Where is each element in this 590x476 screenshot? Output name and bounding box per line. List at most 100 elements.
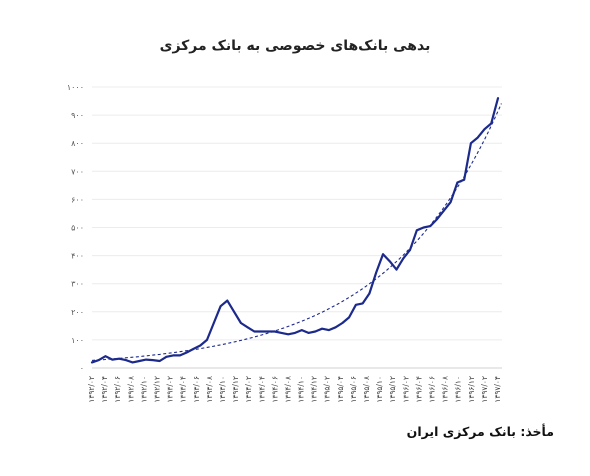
data-point xyxy=(158,360,161,362)
data-point xyxy=(145,358,148,361)
data-point xyxy=(226,299,229,302)
data-point xyxy=(314,330,317,333)
data-point xyxy=(104,355,107,358)
data-point xyxy=(287,333,290,336)
data-point xyxy=(294,332,296,334)
data-point xyxy=(470,142,472,145)
data-point xyxy=(361,302,364,305)
data-point xyxy=(111,358,114,361)
data-point xyxy=(341,322,344,324)
data-point xyxy=(476,136,479,139)
data-point xyxy=(260,330,263,333)
x-tick-label: ۱۳۹۴/۱۲ xyxy=(310,376,319,403)
x-tick-label: ۱۳۹۴/۰۴ xyxy=(257,376,266,403)
data-point xyxy=(152,359,154,361)
data-point xyxy=(429,225,432,228)
x-tick-label: ۱۳۹۴/۰۲ xyxy=(244,376,253,403)
x-tick-label: ۱۳۹۳/۱۰ xyxy=(218,376,227,403)
y-tick-label: ۲۰۰ xyxy=(71,308,84,317)
data-point xyxy=(307,332,310,334)
x-tick-label: ۱۳۹۲/۱۰ xyxy=(139,376,148,403)
series-line xyxy=(90,97,500,364)
data-point xyxy=(179,354,181,357)
x-tick-label: ۱۳۹۴/۰۸ xyxy=(283,376,292,403)
data-point xyxy=(422,226,425,229)
data-point xyxy=(300,329,303,331)
x-tick-label: ۱۳۹۵/۰۴ xyxy=(336,376,345,403)
data-point xyxy=(124,359,127,361)
data-point xyxy=(273,330,276,333)
x-tick-label: ۱۳۹۲/۰۲ xyxy=(87,376,96,403)
data-point xyxy=(388,260,391,263)
x-tick-label: ۱۳۹۶/۱۲ xyxy=(467,376,476,403)
x-tick-label: ۱۳۹۶/۰۲ xyxy=(401,376,410,403)
y-tick-label: ۱۰۰۰ xyxy=(67,83,84,92)
x-tick-label: ۱۳۹۴/۱۰ xyxy=(297,376,306,403)
data-point xyxy=(449,201,452,204)
data-point xyxy=(165,355,168,358)
y-tick-label: ۸۰۰ xyxy=(71,139,84,148)
data-point xyxy=(395,268,398,271)
data-point xyxy=(402,257,405,260)
y-tick-label: ۴۰۰ xyxy=(71,252,84,261)
trend-line xyxy=(91,103,502,361)
data-point xyxy=(219,305,222,308)
data-point xyxy=(415,229,418,232)
data-point xyxy=(233,310,236,313)
trend-line-layer xyxy=(91,103,502,361)
x-tick-label: ۱۳۹۳/۰۸ xyxy=(205,376,214,403)
x-tick-label: ۱۳۹۶/۰۶ xyxy=(428,376,437,403)
data-point xyxy=(185,351,188,354)
series-layer xyxy=(90,97,500,364)
data-point xyxy=(436,218,438,221)
x-tick-label: ۱۳۹۵/۰۲ xyxy=(323,376,332,403)
data-point xyxy=(497,97,499,100)
data-point xyxy=(240,322,242,324)
y-tick-label: ۶۰۰ xyxy=(71,195,84,204)
data-point xyxy=(409,249,411,251)
x-tick-label: ۱۳۹۳/۰۴ xyxy=(179,376,188,403)
data-point xyxy=(456,181,459,184)
x-tick-label: ۱۳۹۲/۰۴ xyxy=(100,376,109,403)
x-tick-label: ۱۳۹۶/۰۸ xyxy=(441,376,450,403)
x-tick-label: ۱۳۹۳/۱۲ xyxy=(231,376,240,403)
x-tick-label: ۱۳۹۵/۰۶ xyxy=(349,376,358,403)
y-tick-label: ۷۰۰ xyxy=(71,167,84,176)
data-point xyxy=(280,332,283,334)
data-point xyxy=(199,344,202,347)
x-tick-label: ۱۳۹۴/۰۶ xyxy=(270,376,279,403)
x-tick-label: ۱۳۹۲/۱۲ xyxy=(152,376,161,403)
x-tick-label: ۱۳۹۲/۰۶ xyxy=(113,376,122,403)
data-point xyxy=(212,322,215,324)
data-point xyxy=(206,339,208,341)
x-tick-label: ۱۳۹۶/۱۰ xyxy=(454,376,463,403)
x-tick-label: ۱۳۹۲/۰۸ xyxy=(126,376,135,403)
data-point xyxy=(246,326,249,329)
data-point xyxy=(131,361,134,364)
chart-title: بدهی بانک‌های خصوصی به بانک مرکزی xyxy=(159,38,431,54)
data-point xyxy=(463,178,466,181)
data-point xyxy=(321,327,323,330)
x-tick-labels: ۱۳۹۲/۰۲ ۱۳۹۲/۰۴ ۱۳۹۲/۰۶ ۱۳۹۲/۰۸ ۱۳۹۲/۱۰ ۱۳۹۲/… xyxy=(87,376,502,403)
data-point xyxy=(483,128,486,131)
data-point xyxy=(97,359,100,361)
data-point xyxy=(368,292,371,295)
x-tick-label: ۱۳۹۵/۱۲ xyxy=(388,376,397,403)
grid-lines xyxy=(92,86,502,341)
source-note: مأخذ: بانک مرکزی ایران xyxy=(406,424,554,439)
x-tick-label: ۱۳۹۳/۰۶ xyxy=(192,376,201,403)
data-point xyxy=(327,329,330,331)
x-tick-label: ۱۳۹۵/۰۸ xyxy=(362,376,371,403)
data-point xyxy=(355,303,357,306)
data-point xyxy=(375,271,378,274)
y-tick-label: ۳۰۰ xyxy=(71,280,84,289)
data-point xyxy=(192,348,195,350)
data-point xyxy=(348,316,350,319)
data-point xyxy=(267,330,269,333)
data-point xyxy=(118,357,120,360)
data-point xyxy=(138,360,141,362)
x-tick-label: ۱۳۹۷/۰۴ xyxy=(493,376,502,403)
x-tick-label: ۱۳۹۳/۰۲ xyxy=(166,376,175,403)
data-point xyxy=(490,122,493,125)
